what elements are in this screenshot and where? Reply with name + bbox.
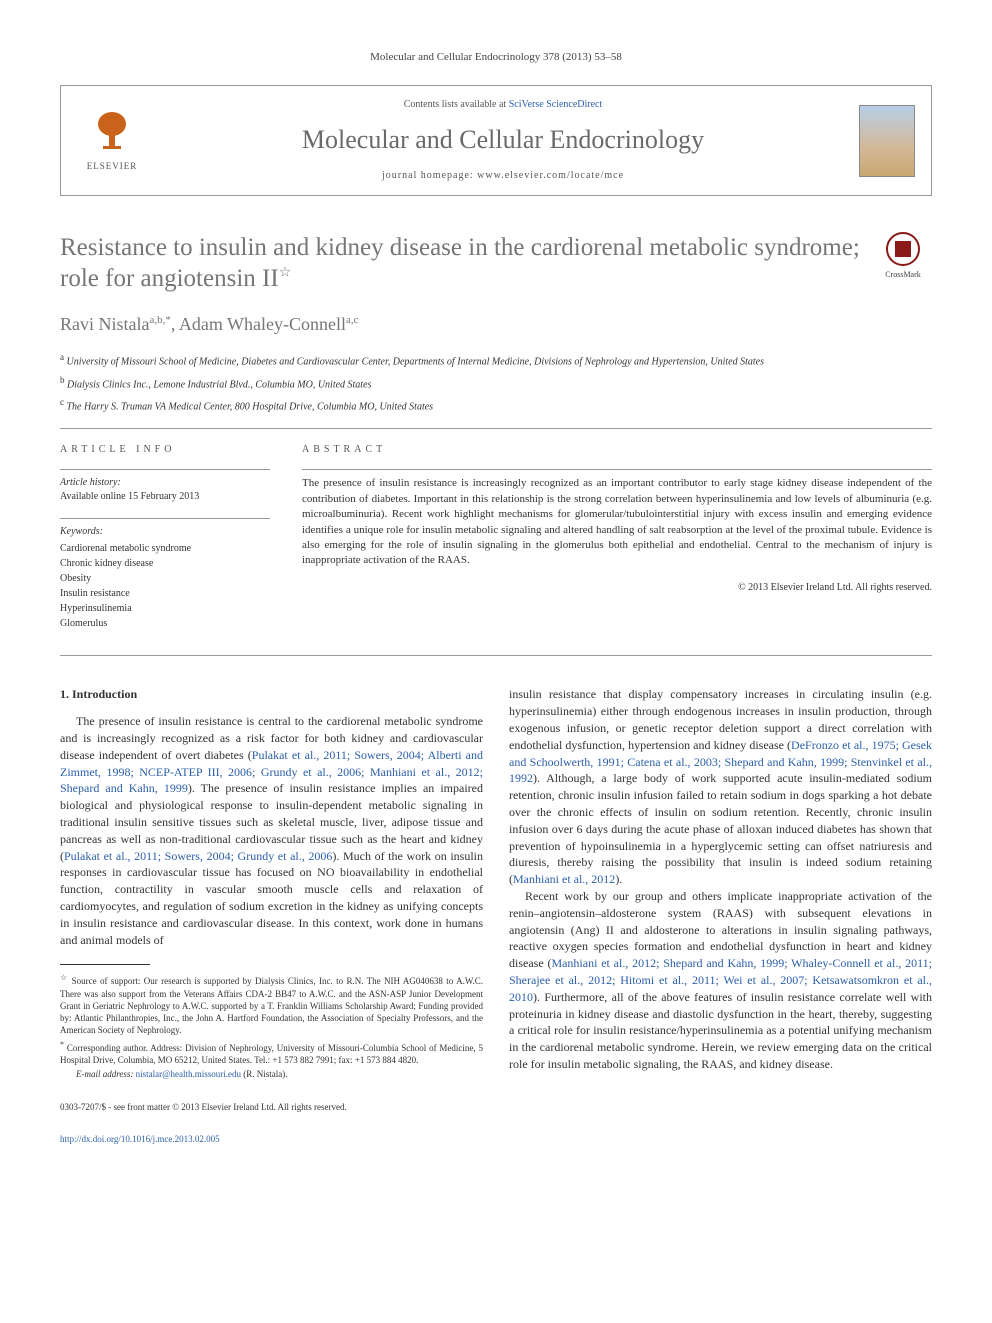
p1-text-c: ). [615,872,622,886]
keyword: Obesity [60,571,270,586]
homepage-url[interactable]: www.elsevier.com/locate/mce [477,170,624,181]
article-info-label: ARTICLE INFO [60,443,270,457]
footer-doi: http://dx.doi.org/10.1016/j.mce.2013.02.… [60,1133,932,1146]
author-1-affil: a,b, [149,314,165,326]
intro-paragraph-1: The presence of insulin resistance is ce… [60,713,483,948]
publisher-name: ELSEVIER [77,160,147,173]
author-1: Ravi Nistala [60,314,149,334]
author-2-affil: a,c [346,314,359,326]
footer-issn: 0303-7207/$ - see front matter © 2013 El… [60,1101,932,1114]
keyword: Glomerulus [60,616,270,631]
keyword: Cardiorenal metabolic syndrome [60,541,270,556]
keywords-list: Cardiorenal metabolic syndrome Chronic k… [60,541,270,631]
p1-text-c: ). Much of the work on insulin responses… [60,849,483,947]
affiliation-b-text: Dialysis Clinics Inc., Lemone Industrial… [67,379,371,390]
contents-line: Contents lists available at SciVerse Sci… [147,98,859,112]
crossmark-label: CrossMark [885,270,921,279]
article-title: Resistance to insulin and kidney disease… [60,232,874,295]
divider [60,469,270,470]
homepage-prefix: journal homepage: [382,170,477,181]
footnote-support-text: Source of support: Our research is suppo… [60,976,483,1035]
divider [60,428,932,429]
affiliation-c: c The Harry S. Truman VA Medical Center,… [60,396,932,414]
doi-link[interactable]: http://dx.doi.org/10.1016/j.mce.2013.02.… [60,1134,220,1144]
journal-cover-thumbnail [859,105,915,177]
affiliation-a-text: University of Missouri School of Medicin… [67,357,765,368]
email-label: E-mail address: [76,1069,136,1079]
intro-paragraph-2: Recent work by our group and others impl… [509,888,932,1073]
intro-paragraph-1-cont: insulin resistance that display compensa… [509,686,932,888]
footnote-email: E-mail address: nistalar@health.missouri… [60,1068,483,1080]
sciencedirect-link[interactable]: SciVerse ScienceDirect [509,99,603,110]
footnote-separator [60,964,150,965]
keyword: Hyperinsulinemia [60,601,270,616]
abstract-label: ABSTRACT [302,443,932,457]
affiliation-a: a University of Missouri School of Medic… [60,351,932,369]
running-head: Molecular and Cellular Endocrinology 378… [60,50,932,65]
journal-title: Molecular and Cellular Endocrinology [147,122,859,158]
divider [60,518,270,519]
keyword: Insulin resistance [60,586,270,601]
elsevier-tree-icon [77,108,147,160]
journal-header-box: ELSEVIER Contents lists available at Sci… [60,85,932,195]
contents-prefix: Contents lists available at [404,99,509,110]
abstract-copyright: © 2013 Elsevier Ireland Ltd. All rights … [302,581,932,595]
p1-text-b: ). Although, a large body of work suppor… [509,771,932,886]
divider [60,655,932,656]
crossmark-badge[interactable]: CrossMark [874,232,932,280]
authors-line: Ravi Nistalaa,b,*, Adam Whaley-Connella,… [60,312,932,337]
homepage-line: journal homepage: www.elsevier.com/locat… [147,169,859,183]
divider [302,469,932,470]
crossmark-icon [886,232,920,266]
email-link[interactable]: nistalar@health.missouri.edu [136,1069,241,1079]
keyword: Chronic kidney disease [60,556,270,571]
history-text: Available online 15 February 2013 [60,490,270,504]
article-info-column: ARTICLE INFO Article history: Available … [60,443,270,631]
p2-text-b: ). Furthermore, all of the above feature… [509,990,932,1071]
affiliation-c-text: The Harry S. Truman VA Medical Center, 8… [67,401,434,412]
history-label: Article history: [60,476,270,490]
abstract-column: ABSTRACT The presence of insulin resista… [302,443,932,631]
citation[interactable]: Manhiani et al., 2012 [513,872,615,886]
title-text: Resistance to insulin and kidney disease… [60,234,860,292]
body-column-right: insulin resistance that display compensa… [509,686,932,1080]
keywords-label: Keywords: [60,525,270,539]
citation[interactable]: Pulakat et al., 2011; Sowers, 2004; Grun… [64,849,332,863]
body-column-left: 1. Introduction The presence of insulin … [60,686,483,1080]
section-1-heading: 1. Introduction [60,686,483,703]
author-sep: , [171,314,179,334]
elsevier-logo: ELSEVIER [77,108,147,173]
footnote-support: ☆ Source of support: Our research is sup… [60,973,483,1036]
author-2: Adam Whaley-Connell [179,314,346,334]
affiliation-b: b Dialysis Clinics Inc., Lemone Industri… [60,374,932,392]
abstract-text: The presence of insulin resistance is in… [302,476,932,568]
title-footnote-star: ☆ [279,266,292,281]
footnote-corr-text: Corresponding author. Address: Division … [60,1043,483,1065]
footnote-corresponding: * Corresponding author. Address: Divisio… [60,1040,483,1066]
email-suffix: (R. Nistala). [241,1069,288,1079]
